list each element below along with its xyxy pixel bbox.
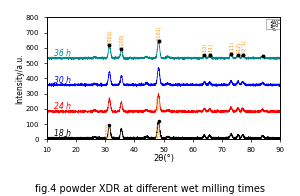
Text: *(100): *(100) [120,33,124,49]
Text: 18 h: 18 h [54,129,71,138]
Text: *(203): *(203) [106,122,111,138]
Text: (111): (111) [230,41,235,54]
Text: •C: •C [269,25,276,30]
Text: •C: •C [270,27,277,32]
Text: (012): (012) [237,42,242,55]
Text: *(001): *(001) [107,29,112,45]
Text: fig.4 powder XDR at different wet milling times: fig.4 powder XDR at different wet millin… [35,184,265,194]
Text: *(002): *(002) [157,94,162,110]
Text: •Co: •Co [270,24,280,29]
FancyBboxPatch shape [266,19,300,29]
Text: *(002): *(002) [157,122,162,138]
Y-axis label: Intensity/a.u.: Intensity/a.u. [15,53,24,104]
Text: •WC: •WC [270,21,281,25]
Text: 36 h: 36 h [54,49,71,58]
Text: (10¯1): (10¯1) [241,40,246,55]
Text: (011): (011) [208,43,213,56]
Text: •Co: •Co [269,23,279,28]
Text: (110): (110) [203,43,208,56]
Text: •WC: •WC [269,20,281,25]
Text: 24 h: 24 h [54,102,71,111]
X-axis label: 2θ(°): 2θ(°) [153,154,174,163]
Text: 30 h: 30 h [54,76,71,85]
Text: *(101): *(101) [157,26,162,41]
